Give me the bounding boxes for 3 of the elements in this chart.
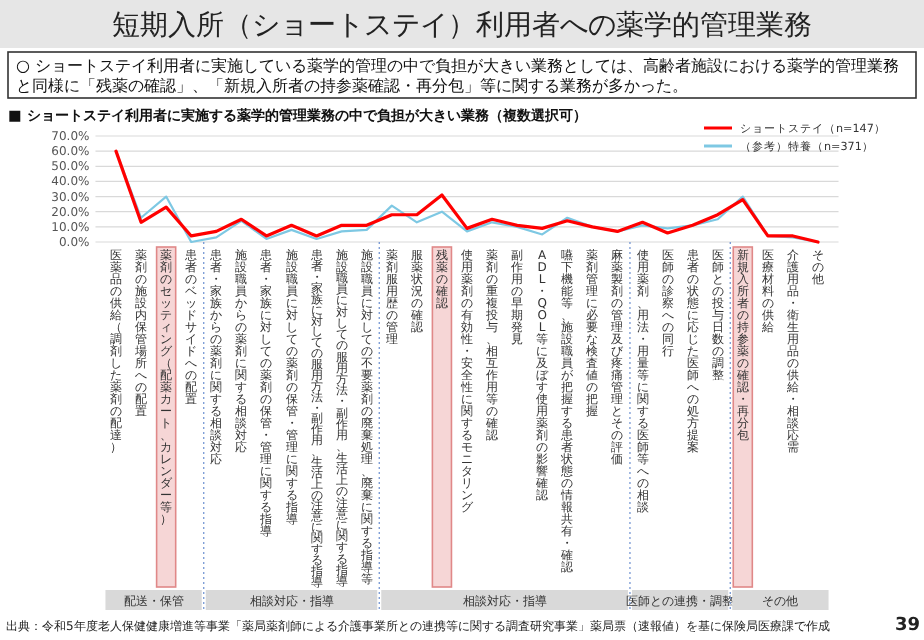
text: ○ ショートステイ利用者に実施している薬学的管理の中で負担が大きい業務としては、高齢者施設における薬学的管理業務と同様に「残薬の確認」、「新規入所者の持参薬確認・再分包」等に関する業務が多かった。 (16, 57, 900, 95)
chart-title: 短期入所（ショートステイ）利用者への薬学的管理業務 (112, 10, 812, 42)
text: 39 (894, 616, 920, 636)
